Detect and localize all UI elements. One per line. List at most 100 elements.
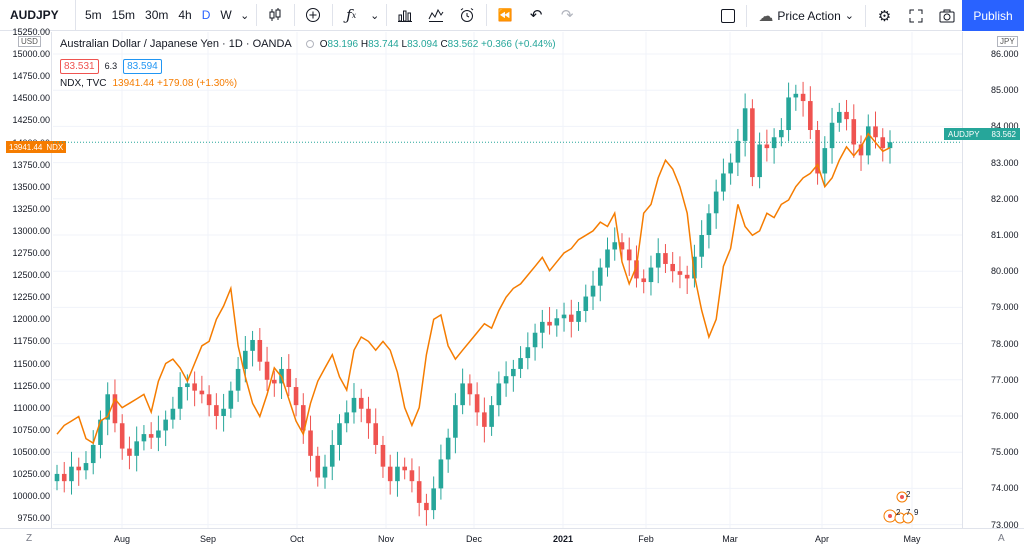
event-count: 9 bbox=[914, 508, 919, 517]
candle-body bbox=[402, 466, 407, 471]
indicator-icon[interactable] bbox=[421, 0, 452, 30]
candlestick-icon[interactable] bbox=[260, 0, 291, 30]
candle-body bbox=[156, 430, 161, 438]
time-axis[interactable]: Z Aug Sep Oct Nov Dec 2021 Feb Mar Apr May A bbox=[0, 528, 1024, 550]
candle-body bbox=[742, 108, 748, 141]
candle-body bbox=[337, 423, 342, 445]
candle-body bbox=[670, 263, 675, 272]
candle-body bbox=[395, 466, 400, 482]
interval-4h-button[interactable]: 4h bbox=[178, 8, 192, 22]
candle-body bbox=[641, 278, 647, 283]
candle-body bbox=[532, 332, 538, 348]
left-axis-tick-label: 14500.00 bbox=[12, 93, 50, 104]
time-axis-tick-label: Dec bbox=[465, 534, 483, 544]
left-axis-tick-label: 10500.00 bbox=[12, 446, 50, 457]
candle-body bbox=[453, 405, 458, 438]
candle-body bbox=[634, 260, 639, 279]
market-status-icon bbox=[305, 40, 314, 48]
auto-scale-button[interactable]: A bbox=[998, 533, 1005, 544]
gear-icon[interactable]: ⚙ bbox=[877, 7, 892, 25]
replay-icon[interactable]: ⏪ bbox=[497, 8, 513, 22]
event-count: 2 bbox=[896, 508, 901, 517]
candle-body bbox=[460, 383, 465, 406]
candle-body bbox=[597, 267, 603, 286]
right-axis-tick-label: 84.000 bbox=[991, 121, 1019, 132]
candle-body bbox=[192, 383, 197, 391]
alarm-icon[interactable] bbox=[452, 0, 483, 30]
candle-body bbox=[728, 162, 733, 174]
candle-body bbox=[815, 130, 820, 174]
candle-body bbox=[547, 321, 552, 326]
buy-price-button[interactable]: 83.594 bbox=[123, 58, 162, 74]
candle-body bbox=[235, 368, 241, 391]
candle-body bbox=[808, 101, 813, 131]
interval-w-button[interactable]: W bbox=[220, 8, 232, 22]
candle-body bbox=[663, 253, 668, 264]
candle-body bbox=[626, 249, 632, 261]
candle-body bbox=[648, 267, 654, 283]
candle-body bbox=[511, 368, 516, 377]
plus-circle-icon[interactable] bbox=[298, 0, 329, 30]
currency-badge-usd[interactable]: USD bbox=[18, 36, 41, 47]
symbol-search[interactable]: AUDJPY bbox=[0, 0, 76, 30]
interval-5m-button[interactable]: 5m bbox=[85, 8, 102, 22]
timezone-button[interactable]: Z bbox=[26, 533, 33, 544]
candle-body bbox=[873, 126, 878, 138]
toolbar-divider bbox=[865, 4, 866, 27]
chart-events[interactable]: 2 2 7 9 bbox=[878, 490, 928, 526]
candle-body bbox=[590, 285, 596, 297]
candle-body bbox=[351, 397, 357, 413]
candle-body bbox=[308, 430, 313, 456]
right-axis-tick-label: 81.000 bbox=[991, 230, 1019, 240]
layout-name-button[interactable]: ☁ Price Action ⌄ bbox=[750, 0, 862, 31]
expand-icon[interactable] bbox=[900, 0, 931, 31]
interval-30m-button[interactable]: 30m bbox=[145, 8, 169, 22]
candle-body bbox=[358, 397, 364, 409]
candle-body bbox=[300, 405, 306, 431]
candle-body bbox=[373, 423, 379, 445]
interval-15m-button[interactable]: 15m bbox=[111, 8, 136, 22]
candle-body bbox=[786, 97, 791, 131]
publish-button[interactable]: Publish bbox=[962, 0, 1024, 31]
compare-symbol-value: 13941.44 +179.08 (+1.30%) bbox=[112, 78, 238, 89]
candle-body bbox=[706, 213, 712, 235]
chevron-down-icon[interactable]: ⌄ bbox=[370, 9, 380, 22]
candle-body bbox=[424, 502, 429, 511]
candle-body bbox=[112, 394, 118, 424]
candle-body bbox=[431, 488, 436, 511]
candle-body bbox=[771, 137, 777, 149]
candle-body bbox=[250, 339, 255, 351]
interval-d-button[interactable]: D bbox=[201, 8, 211, 22]
candle-body bbox=[525, 347, 531, 359]
fullscreen-checkbox[interactable] bbox=[712, 0, 743, 31]
left-axis-tick-label: 14750.00 bbox=[12, 71, 50, 82]
candle-body bbox=[387, 466, 393, 482]
chart-plot-area[interactable] bbox=[53, 32, 962, 528]
events-icon bbox=[883, 491, 914, 524]
redo-icon[interactable]: ↷ bbox=[560, 7, 574, 24]
toolbar-divider bbox=[293, 4, 295, 26]
legend-symbol-title[interactable]: Australian Dollar / Japanese Yen · 1D · … bbox=[60, 38, 292, 50]
right-price-axis[interactable]: 86.000 85.000 84.000 83.000 82.000 81.000 80.0… bbox=[962, 32, 1024, 530]
left-price-axis[interactable]: 15250.00 15000.00 14750.00 14500.00 14250.00… bbox=[0, 27, 52, 528]
sell-price-button[interactable]: 83.531 bbox=[60, 58, 99, 74]
compare-symbol-name[interactable]: NDX, TVC bbox=[60, 78, 107, 89]
candle-body bbox=[257, 339, 263, 362]
time-axis-tick-label: Aug bbox=[113, 534, 131, 544]
candle-body bbox=[228, 390, 234, 409]
candle-body bbox=[214, 405, 219, 416]
candle-body bbox=[90, 444, 96, 464]
candle-body bbox=[243, 350, 248, 369]
toolbar-divider bbox=[385, 4, 387, 26]
candle-body bbox=[61, 473, 67, 482]
candle-body bbox=[518, 358, 523, 369]
candle-body bbox=[83, 463, 89, 471]
undo-icon[interactable]: ↶ bbox=[529, 7, 543, 24]
candle-body bbox=[438, 459, 444, 489]
bar-chart-icon[interactable] bbox=[390, 0, 421, 30]
chevron-down-icon[interactable]: ⌄ bbox=[240, 9, 250, 22]
camera-icon[interactable] bbox=[931, 0, 962, 31]
currency-badge-jpy[interactable]: JPY bbox=[997, 36, 1018, 47]
toolbar-divider bbox=[746, 4, 748, 27]
